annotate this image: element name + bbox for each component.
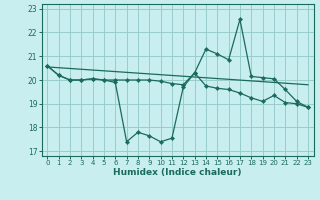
X-axis label: Humidex (Indice chaleur): Humidex (Indice chaleur) [113,168,242,177]
